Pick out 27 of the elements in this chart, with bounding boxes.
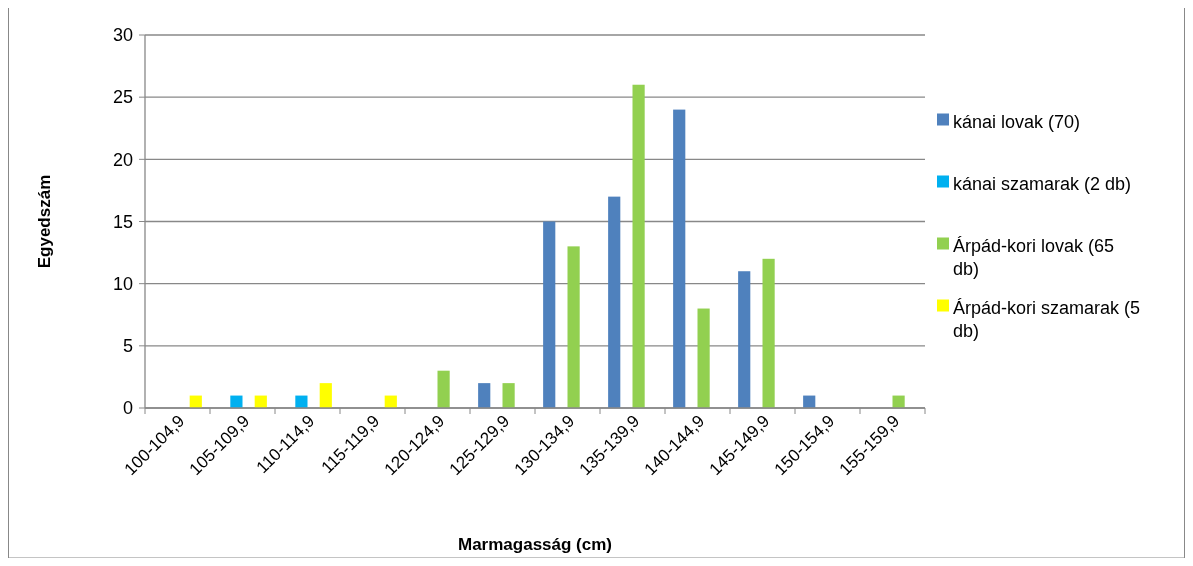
y-tick-label: 10: [112, 273, 133, 294]
legend-label: kánai szamarak (2 db): [953, 173, 1132, 194]
bar: [230, 395, 243, 408]
y-tick-label: 25: [112, 87, 133, 108]
legend-label: Árpád-kori lovak (65 db): [953, 235, 1115, 280]
y-tick-label: 15: [112, 211, 133, 232]
bar: [762, 258, 775, 408]
bar: [738, 271, 751, 408]
bar: [502, 383, 515, 408]
bar: [543, 221, 556, 408]
bar: [437, 370, 450, 408]
bar: [673, 109, 686, 408]
bar: [697, 308, 710, 408]
legend-label: kánai lovak (70): [953, 111, 1081, 132]
bar: [632, 84, 645, 408]
x-axis-title: Marmagasság (cm): [457, 535, 613, 554]
bar: [567, 246, 580, 408]
y-tick-label: 30: [112, 25, 133, 46]
y-tick-label: 0: [122, 398, 133, 419]
bar: [478, 383, 491, 408]
bar: [295, 395, 308, 408]
bar: [608, 196, 621, 408]
y-tick-label: 5: [122, 336, 133, 357]
legend-label: Árpád-kori szamarak (5 db): [953, 297, 1141, 342]
y-axis-title: Egyedszám: [35, 174, 54, 269]
bar: [319, 383, 332, 408]
y-tick-label: 20: [112, 149, 133, 170]
